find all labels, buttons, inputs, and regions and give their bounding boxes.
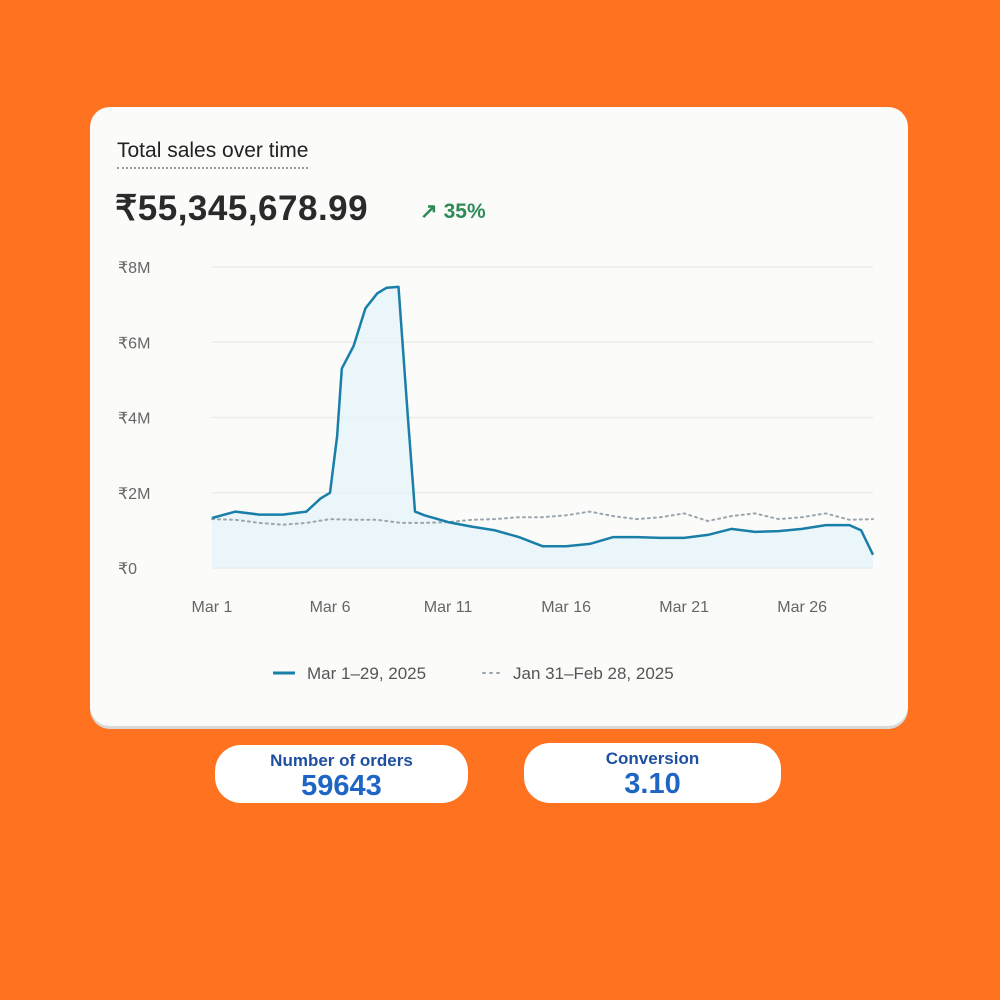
- x-tick-label: Mar 21: [659, 599, 709, 616]
- change-badge: ↗ 35%: [420, 199, 486, 224]
- x-tick-label: Mar 1: [192, 599, 233, 616]
- total-sales-value: ₹55,345,678.99: [115, 189, 369, 228]
- sales-chart-card: Total sales over time ₹55,345,678.99 ↗ 35…: [90, 107, 908, 726]
- legend-label-previous: Jan 31–Feb 28, 2025: [513, 664, 674, 683]
- orders-label: Number of orders: [270, 751, 413, 770]
- y-tick-label: ₹2M: [118, 486, 150, 503]
- comparison-series-line: [211, 510, 874, 526]
- y-tick-label: ₹0: [118, 561, 137, 578]
- y-tick-label: ₹6M: [118, 335, 150, 352]
- x-tick-label: Mar 26: [777, 599, 827, 616]
- chart-title[interactable]: Total sales over time: [117, 139, 309, 169]
- primary-series-line: [211, 285, 875, 556]
- orders-value: 59643: [301, 770, 382, 802]
- orders-stat: Number of orders 59643: [215, 745, 468, 803]
- series-area: [212, 286, 873, 568]
- y-tick-label: ₹8M: [118, 260, 150, 277]
- conversion-stat: Conversion 3.10: [524, 743, 781, 803]
- arrow-up-right-icon: ↗: [420, 200, 438, 223]
- change-value: 35%: [443, 200, 486, 223]
- legend-label-current: Mar 1–29, 2025: [307, 664, 426, 683]
- y-tick-label: ₹4M: [118, 411, 150, 428]
- conversion-value: 3.10: [624, 768, 681, 800]
- x-tick-label: Mar 16: [541, 599, 591, 616]
- x-tick-label: Mar 6: [310, 599, 351, 616]
- conversion-label: Conversion: [605, 749, 700, 768]
- line-chart: ₹0 ₹2M ₹4M ₹6M ₹8M Mar 1 Mar 6 Mar 11 Mar 16 Mar …: [118, 260, 875, 683]
- x-tick-label: Mar 11: [424, 599, 473, 616]
